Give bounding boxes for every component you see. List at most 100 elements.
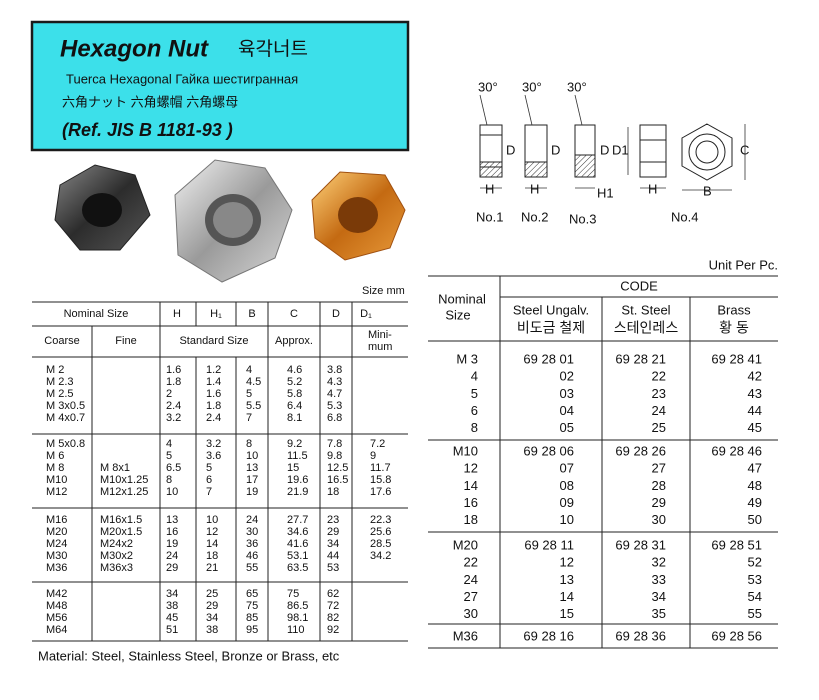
table-cell: 8 [246, 438, 252, 450]
table-cell: 48 [748, 478, 762, 493]
table-cell: M48 [46, 600, 67, 612]
table-cell: 62 [327, 588, 339, 600]
column-header: Nominal [438, 291, 486, 306]
table-cell: 3.8 [327, 364, 342, 376]
table-cell: 34 [652, 589, 666, 604]
table-cell: 13 [246, 462, 258, 474]
dim-label: H [530, 181, 539, 196]
table-cell: 30 [246, 526, 258, 538]
table-cell: 82 [327, 612, 339, 624]
table-cell: 25 [652, 420, 666, 435]
table-cell: 65 [246, 588, 258, 600]
table-cell: 24 [166, 550, 178, 562]
column-header: B [248, 308, 255, 320]
table-cell: 69 28 56 [711, 628, 762, 643]
table-cell: 35 [652, 606, 666, 621]
table-cell: M 2.5 [46, 388, 74, 400]
table-cell: 38 [166, 600, 178, 612]
table-cell: 30 [464, 606, 478, 621]
table-cell: 6.4 [287, 400, 302, 412]
table-cell: 11.7 [370, 462, 391, 474]
subtitle-cjk: 六角ナット 六角螺帽 六角螺母 [62, 94, 238, 109]
column-subheader: Fine [115, 335, 136, 347]
subtitle: Tuerca Hexagonal Гайка шестигранная [66, 71, 298, 86]
column-subheader: Coarse [44, 335, 79, 347]
table-cell: 1.6 [206, 388, 221, 400]
table-cell: 44 [327, 550, 339, 562]
table-cell: 2.4 [166, 400, 181, 412]
table-cell: 92 [327, 624, 339, 636]
table-cell: M36 [453, 628, 478, 643]
table-cell: 9 [370, 450, 376, 462]
table-cell: M20 [453, 537, 478, 552]
table-cell: 5.5 [246, 400, 261, 412]
table-cell: M64 [46, 624, 67, 636]
table-cell: 25.6 [370, 526, 391, 538]
table-cell: 95 [246, 624, 258, 636]
column-header: D [332, 308, 340, 320]
table-cell: 45 [166, 612, 178, 624]
column-header: Steel Ungalv. [513, 302, 589, 317]
table-cell: 75 [246, 600, 258, 612]
table-cell: 36 [246, 538, 258, 550]
column-header: 비도금 철제 [517, 320, 585, 336]
table-cell: M12x1.25 [100, 486, 148, 498]
table-cell: 19 [246, 486, 258, 498]
table-cell: 52 [748, 555, 762, 570]
table-cell: 9.2 [287, 438, 302, 450]
table-cell: 12 [464, 461, 478, 476]
table-cell: 04 [560, 403, 574, 418]
table-cell: 4.7 [327, 388, 342, 400]
table-cell: 50 [748, 512, 762, 527]
table-cell: 110 [287, 624, 305, 636]
table-cell: 29 [327, 526, 339, 538]
table-cell: 63.5 [287, 562, 308, 574]
view-caption: No.4 [671, 209, 698, 224]
table-cell: 13 [560, 572, 574, 587]
table-cell: 7 [206, 486, 212, 498]
table-cell: 22 [652, 369, 666, 384]
column-subheader: mum [368, 341, 392, 353]
table-cell: 18 [206, 550, 218, 562]
table-cell: 28 [652, 478, 666, 493]
size-table: Size mm Nominal Size H H₁ B C D D₁ Coarse Fine Sta… [32, 285, 408, 663]
table-cell: 8.1 [287, 412, 302, 424]
table-cell: 43 [748, 386, 762, 401]
table-cell: 7 [246, 412, 252, 424]
table-cell: 19.6 [287, 474, 308, 486]
view-caption: No.3 [569, 211, 596, 226]
table-cell: 32 [652, 555, 666, 570]
table-cell: M36 [46, 562, 67, 574]
table-cell: 30 [652, 512, 666, 527]
table-cell: 38 [206, 624, 218, 636]
table-cell: M 6 [46, 450, 64, 462]
table-cell: 17 [246, 474, 258, 486]
nut-photos [54, 159, 406, 283]
table-cell: 5.8 [287, 388, 302, 400]
dim-label: D [600, 142, 609, 157]
table-cell: 10 [246, 450, 258, 462]
table-cell: 15 [560, 606, 574, 621]
dim-label: D1 [612, 142, 629, 157]
table-cell: 24 [652, 403, 666, 418]
column-header: H₁ [210, 308, 222, 320]
angle-label: 30° [522, 79, 542, 94]
table-cell: 69 28 36 [615, 628, 666, 643]
column-subheader: Mini- [368, 329, 392, 341]
column-header: D₁ [360, 308, 372, 320]
column-header: Brass [717, 302, 751, 317]
table-cell: 34 [327, 538, 339, 550]
unit-note: Size mm [362, 285, 405, 297]
table-cell: M30x2 [100, 550, 133, 562]
angle-label: 30° [478, 79, 498, 94]
table-cell: 27 [652, 461, 666, 476]
table-cell: 34 [206, 612, 218, 624]
table-cell: 16 [166, 526, 178, 538]
dim-label: D [506, 142, 515, 157]
table-cell: M10 [453, 443, 478, 458]
table-cell: 09 [560, 495, 574, 510]
table-cell: 16.5 [327, 474, 348, 486]
dim-label: H [485, 181, 494, 196]
table-cell: 16 [464, 495, 478, 510]
